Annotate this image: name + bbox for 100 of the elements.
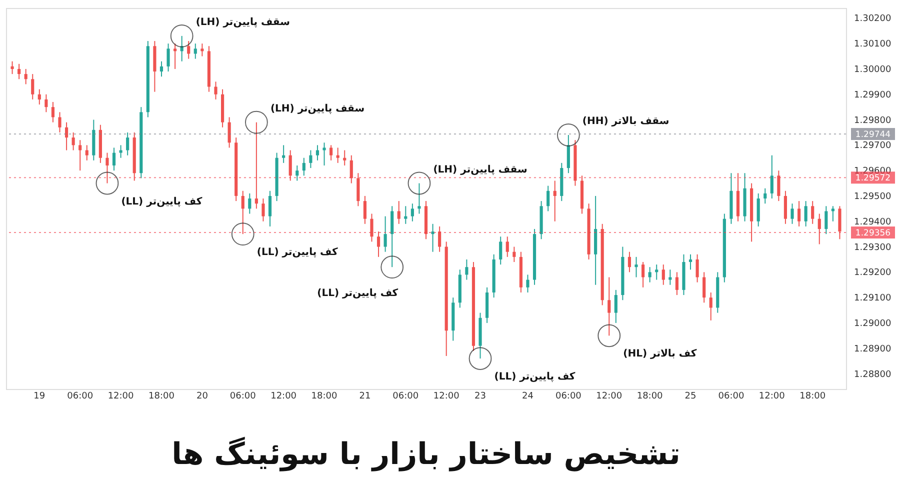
y-tick-label: 1.30000 bbox=[854, 64, 892, 75]
y-tick-label: 1.29800 bbox=[854, 116, 892, 126]
candlestick bbox=[58, 112, 62, 133]
candlestick bbox=[262, 198, 265, 222]
annotation: کف پایین‌تر (LL) bbox=[121, 196, 202, 208]
x-tick-label: 12:00 bbox=[108, 392, 134, 402]
x-tick-label: 18:00 bbox=[636, 392, 664, 402]
candlestick bbox=[72, 132, 75, 151]
candlestick bbox=[838, 206, 842, 240]
annotation: کف پایین‌تر (LL) bbox=[494, 372, 576, 383]
candlestick bbox=[404, 206, 408, 224]
candlestick bbox=[696, 254, 699, 283]
x-tick-label: 06:00 bbox=[392, 392, 419, 402]
x-tick-label: 12:00 bbox=[270, 392, 297, 402]
x-tick-label: 12:00 bbox=[596, 392, 622, 402]
annotation: سقف بالاتر (HH) bbox=[582, 116, 670, 127]
candlestick bbox=[628, 251, 632, 273]
candlestick bbox=[296, 164, 299, 182]
y-tick-label: 1.29500 bbox=[854, 192, 892, 202]
candlestick bbox=[228, 116, 231, 148]
annotation: سقف پایین‌تر (LH) bbox=[270, 103, 365, 114]
candlestick bbox=[106, 152, 109, 184]
candlestick bbox=[330, 144, 333, 161]
candlestick bbox=[166, 43, 170, 72]
candlestick bbox=[302, 157, 306, 176]
candlestick bbox=[818, 213, 821, 245]
candlestick bbox=[10, 60, 14, 75]
candlestick bbox=[187, 40, 190, 60]
annotation: کف پایین‌تر (LL) bbox=[256, 247, 338, 258]
candlestick bbox=[648, 266, 652, 283]
x-tick-label: 06:00 bbox=[230, 392, 256, 402]
y-tick-label: 1.29200 bbox=[854, 268, 892, 278]
candlestick bbox=[356, 172, 360, 207]
y-tick-label: 1.29700 bbox=[854, 141, 892, 152]
annotation: کف پایین‌تر (LL) bbox=[317, 288, 398, 300]
y-tick-label: 1.29100 bbox=[854, 294, 892, 304]
y-tick-label: 1.29000 bbox=[854, 318, 892, 329]
x-tick-label: 12:00 bbox=[433, 392, 460, 402]
candlestick bbox=[322, 142, 326, 166]
candlestick bbox=[431, 223, 434, 252]
candlestick bbox=[309, 150, 312, 169]
candlestick bbox=[24, 68, 28, 85]
candlestick bbox=[78, 140, 82, 172]
candlestick bbox=[634, 256, 638, 278]
candlestick bbox=[350, 154, 353, 184]
candlestick bbox=[18, 63, 21, 80]
annotation: سقف پایین‌تر (LH) bbox=[433, 164, 528, 176]
annotation: سقف پایین‌تر (LH) bbox=[196, 16, 290, 28]
candlestick bbox=[506, 236, 509, 258]
candlestick bbox=[288, 150, 292, 182]
x-tick-label: 18:00 bbox=[148, 392, 175, 402]
candlestick bbox=[804, 200, 808, 227]
candlestick bbox=[662, 264, 665, 286]
candlestick bbox=[709, 292, 712, 321]
candlestick bbox=[200, 43, 204, 57]
candlestick bbox=[777, 170, 780, 202]
candlestick bbox=[194, 43, 197, 60]
candlestick bbox=[397, 200, 400, 224]
candlestick bbox=[363, 195, 366, 224]
candlestick bbox=[282, 144, 286, 164]
candlestick bbox=[546, 185, 550, 212]
candlestick bbox=[160, 60, 164, 78]
y-tick-label: 1.28900 bbox=[854, 344, 892, 354]
candlestick bbox=[376, 231, 380, 258]
candlestick bbox=[526, 274, 530, 293]
candlestick bbox=[112, 147, 116, 172]
candlestick bbox=[268, 190, 272, 227]
candlestick bbox=[418, 182, 421, 214]
y-tick-label: 1.30100 bbox=[854, 40, 892, 50]
x-tick-label: 06:00 bbox=[67, 392, 94, 402]
candlestick bbox=[390, 206, 394, 268]
candlestick bbox=[241, 190, 244, 235]
x-tick-label: 06:00 bbox=[555, 392, 582, 402]
x-tick-label: 21 bbox=[359, 392, 371, 402]
candlestick bbox=[44, 94, 48, 113]
candlestick bbox=[655, 264, 658, 280]
y-tick-label: 1.29400 bbox=[854, 217, 892, 228]
candlestick bbox=[499, 236, 502, 266]
candlestick bbox=[85, 144, 88, 161]
candlestick bbox=[119, 144, 122, 158]
candlestick bbox=[438, 226, 442, 252]
candlestick bbox=[126, 132, 130, 156]
candlestick bbox=[370, 213, 374, 242]
candlestick bbox=[254, 122, 258, 210]
candlestick bbox=[566, 134, 570, 174]
candlestick bbox=[790, 203, 794, 224]
candlestick bbox=[756, 192, 760, 227]
candlestick bbox=[248, 192, 252, 214]
candlestick bbox=[31, 74, 34, 100]
x-tick-label: 06:00 bbox=[718, 392, 744, 402]
x-tick-label: 12:00 bbox=[758, 392, 786, 402]
candlestick bbox=[384, 216, 387, 252]
candlestick bbox=[764, 188, 767, 204]
candlestick bbox=[64, 122, 68, 151]
candlestick bbox=[784, 190, 788, 224]
candlestick bbox=[702, 272, 706, 304]
candlestick bbox=[614, 289, 618, 324]
candlestick bbox=[797, 200, 801, 227]
y-tick-label: 1.28800 bbox=[854, 370, 892, 380]
x-tick-label: 25 bbox=[684, 392, 696, 402]
